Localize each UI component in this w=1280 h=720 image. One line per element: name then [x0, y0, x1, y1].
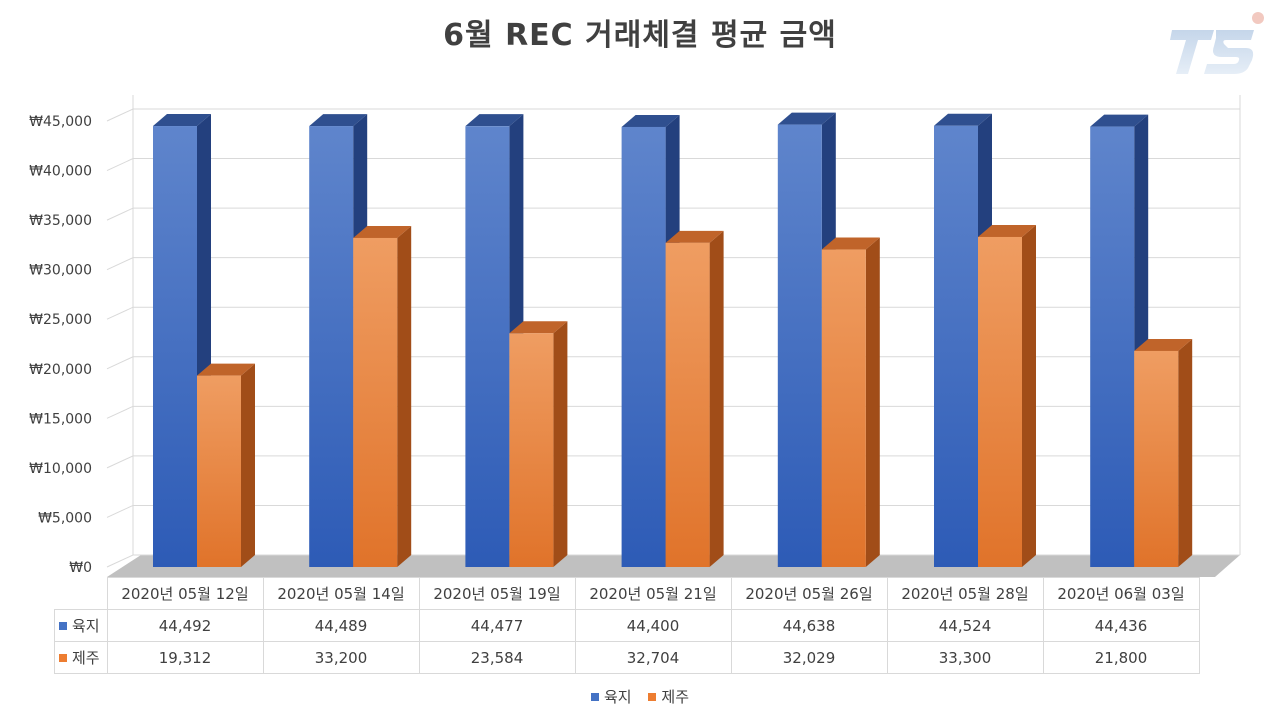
- data-table-value: 44,477: [418, 609, 576, 642]
- data-table-value: 33,300: [886, 641, 1044, 674]
- data-table-category: 2020년 05월 28일: [886, 577, 1044, 610]
- data-table-category: 2020년 05월 26일: [730, 577, 888, 610]
- legend-swatch-blue: [591, 693, 599, 701]
- data-table-value: 44,492: [106, 609, 264, 642]
- bar-front: [621, 126, 666, 568]
- bar-side: [1022, 224, 1036, 567]
- bar-side: [709, 230, 724, 568]
- bar-side: [865, 237, 880, 568]
- bar-top: [665, 230, 724, 243]
- data-table-series-label: 육지: [54, 609, 108, 642]
- y-axis-ticks: ₩0 ₩5,000 ₩10,000 ₩15,000 ₩20,000 ₩25,000 ₩30,…: [29, 114, 92, 576]
- data-table-value: 44,489: [262, 609, 420, 642]
- bar-series-2: [353, 225, 412, 567]
- chart-title: 6월 REC 거래체결 평균 금액: [443, 18, 837, 53]
- bar-top: [821, 237, 880, 250]
- y-tick-label: ₩10,000: [29, 461, 92, 477]
- y-tick-label: ₩30,000: [29, 263, 92, 279]
- legend-item: 육지: [591, 686, 632, 707]
- bar-front: [1134, 350, 1179, 567]
- bar-top: [621, 114, 680, 127]
- bar-front: [353, 237, 398, 567]
- y-tick-label: ₩25,000: [29, 312, 92, 328]
- bar-top: [934, 113, 992, 126]
- data-table-category: 2020년 05월 12일: [106, 577, 264, 610]
- data-table-value: 21,800: [1042, 641, 1200, 674]
- bar-side: [553, 321, 568, 567]
- bar-side: [1178, 338, 1193, 567]
- data-table: 2020년 05월 12일 2020년 05월 14일 2020년 05월 19일 2…: [54, 577, 1200, 674]
- bar-front: [934, 125, 978, 568]
- bar-front: [665, 242, 710, 568]
- data-table-value: 44,400: [574, 609, 732, 642]
- data-table-category: 2020년 05월 21일: [574, 577, 732, 610]
- bar-series-2: [821, 237, 880, 568]
- bar-series-2: [978, 224, 1036, 567]
- bar-top: [1134, 338, 1193, 351]
- legend-swatch-orange: [59, 654, 67, 662]
- bar-top: [309, 114, 368, 127]
- bar-top: [509, 321, 568, 334]
- bar-series-2: [509, 321, 568, 567]
- data-table-value: 32,029: [730, 641, 888, 674]
- bar-series-2: [197, 363, 255, 567]
- y-tick-label: ₩35,000: [29, 213, 92, 229]
- data-table-value: 19,312: [106, 641, 264, 674]
- bar-front: [821, 249, 866, 568]
- data-table-value: 44,524: [886, 609, 1044, 642]
- bar-side: [241, 363, 255, 567]
- legend-item: 제주: [648, 686, 689, 707]
- data-table-header-row: 2020년 05월 12일 2020년 05월 14일 2020년 05월 19일 2…: [54, 577, 1200, 610]
- data-table-corner: [54, 577, 108, 610]
- bar-side: [397, 225, 412, 567]
- legend: 육지 제주: [0, 686, 1280, 707]
- y-tick-label: ₩20,000: [29, 362, 92, 378]
- data-table-row-series-2: 제주 19,312 33,200 23,584 32,704 32,029 33,300 2…: [54, 641, 1200, 674]
- bar-series-2: [665, 230, 724, 568]
- logo: TS: [1170, 12, 1264, 74]
- bar-top: [465, 114, 524, 127]
- data-table-category: 2020년 05월 14일: [262, 577, 420, 610]
- data-table-value: 32,704: [574, 641, 732, 674]
- y-tick-label: ₩40,000: [29, 164, 92, 180]
- data-table-value: 33,200: [262, 641, 420, 674]
- data-table-category: 2020년 05월 19일: [418, 577, 576, 610]
- legend-swatch-orange: [648, 693, 657, 701]
- bar-top: [153, 114, 211, 127]
- y-tick-label: ₩15,000: [29, 411, 92, 427]
- data-table-row-series-1: 육지 44,492 44,489 44,477 44,400 44,638 44,524 4…: [54, 609, 1200, 642]
- bar-top: [978, 224, 1036, 237]
- y-tick-label: ₩45,000: [29, 114, 92, 130]
- bar-front: [777, 124, 822, 567]
- bar-front: [1090, 126, 1135, 567]
- bar-top: [197, 363, 255, 376]
- bar-top: [1090, 114, 1149, 127]
- data-table-category: 2020년 06월 03일: [1042, 577, 1200, 610]
- bars: [153, 112, 1193, 568]
- bar-series-1: [621, 114, 680, 568]
- bar-front: [509, 333, 554, 567]
- bar-top: [353, 225, 412, 238]
- data-table-value: 44,638: [730, 609, 888, 642]
- bar-series-1: [1090, 114, 1149, 567]
- y-tick-label: ₩5,000: [38, 510, 92, 526]
- bar-top: [777, 112, 836, 125]
- y-tick-label: ₩0: [69, 560, 92, 576]
- legend-swatch-blue: [59, 622, 67, 630]
- bar-front: [153, 126, 197, 567]
- bar-front: [978, 236, 1022, 567]
- data-table-value: 23,584: [418, 641, 576, 674]
- bar-series-2: [1134, 338, 1193, 567]
- bar-front: [309, 126, 354, 567]
- data-table-value: 44,436: [1042, 609, 1200, 642]
- data-table-series-label: 제주: [54, 641, 108, 674]
- bar-front: [197, 375, 241, 567]
- bar-front: [465, 126, 510, 568]
